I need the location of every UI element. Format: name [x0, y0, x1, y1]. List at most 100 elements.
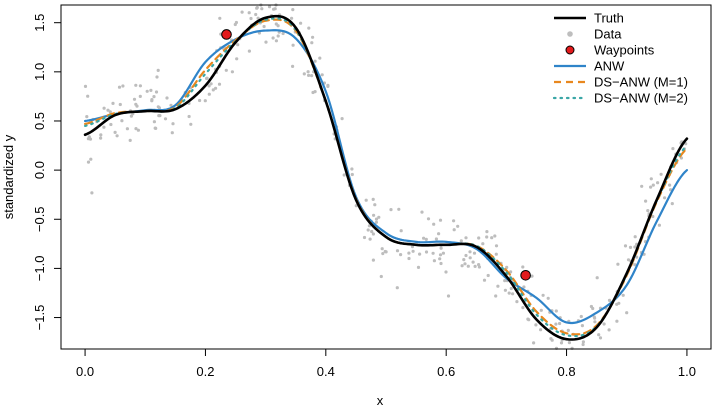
series-line-0	[83, 14, 689, 341]
data-point	[468, 256, 472, 260]
data-point	[640, 184, 644, 188]
data-point	[274, 22, 278, 26]
data-point	[86, 160, 91, 164]
data-point	[254, 12, 258, 17]
x-tick-label: 0.6	[437, 364, 455, 379]
data-point	[510, 292, 515, 296]
data-point	[307, 73, 311, 77]
data-point	[291, 64, 295, 68]
data-point	[462, 258, 466, 262]
data-point	[485, 230, 489, 234]
data-point	[207, 92, 211, 96]
legend-swatch	[565, 45, 575, 55]
data-point	[313, 59, 317, 63]
data-point	[503, 279, 507, 283]
y-tick-label: 0.5	[32, 112, 47, 130]
data-point	[597, 333, 601, 337]
y-axis-label: standardized y	[1, 134, 16, 219]
data-point	[617, 301, 621, 305]
data-point	[570, 346, 574, 350]
data-point	[441, 251, 445, 255]
data-point	[203, 99, 207, 103]
legend-label: DS−ANW (M=1)	[594, 75, 688, 90]
data-point	[276, 34, 280, 38]
data-point	[272, 7, 276, 11]
data-point	[371, 258, 375, 262]
y-tick-label: −1.5	[32, 305, 47, 331]
data-point	[149, 88, 153, 92]
data-point	[420, 210, 424, 214]
data-point	[209, 82, 213, 86]
data-point	[311, 35, 315, 39]
data-point	[99, 133, 103, 137]
data-point	[559, 341, 564, 345]
data-point	[437, 232, 441, 236]
data-point	[532, 341, 536, 345]
data-point	[397, 207, 401, 211]
data-point	[651, 214, 655, 219]
x-tick-label: 0.2	[196, 364, 214, 379]
data-point	[340, 117, 344, 121]
data-point	[134, 102, 138, 106]
data-point	[416, 265, 421, 269]
data-point	[657, 223, 662, 227]
legend-label: ANW	[594, 59, 625, 74]
data-point	[125, 127, 129, 131]
data-point	[460, 264, 464, 268]
data-point	[302, 72, 306, 76]
x-tick-label: 0.0	[76, 364, 94, 379]
data-point	[299, 21, 303, 25]
data-point	[281, 31, 285, 36]
data-point	[615, 319, 619, 323]
data-point	[418, 252, 422, 256]
data-point	[291, 43, 295, 47]
data-point	[310, 74, 314, 78]
data-point	[633, 245, 637, 249]
data-point	[463, 262, 467, 266]
data-point	[471, 260, 475, 264]
data-point	[526, 317, 530, 321]
data-point	[530, 274, 534, 278]
data-point	[171, 122, 175, 126]
y-tick-label: 1.5	[32, 14, 47, 32]
data-point	[432, 259, 436, 263]
data-point	[389, 208, 393, 212]
data-point	[350, 172, 354, 177]
data-point	[136, 128, 140, 132]
data-point	[189, 122, 193, 126]
data-point	[117, 85, 122, 89]
data-point	[224, 68, 228, 72]
x-tick-label: 0.8	[558, 364, 576, 379]
data-point	[633, 263, 637, 267]
data-point	[625, 311, 629, 315]
data-point	[452, 228, 456, 232]
y-tick-label: 0.0	[32, 161, 47, 179]
data-point	[120, 119, 124, 123]
data-point	[670, 202, 674, 206]
data-point	[554, 346, 559, 350]
data-point	[380, 247, 384, 251]
data-point	[311, 90, 315, 95]
data-point	[598, 336, 603, 340]
data-point	[240, 10, 244, 14]
data-point	[90, 191, 94, 195]
data-point	[481, 242, 485, 246]
data-point	[521, 265, 525, 269]
data-point	[262, 24, 266, 29]
data-point	[371, 197, 375, 201]
data-point	[264, 40, 268, 44]
data-point	[554, 309, 558, 313]
data-point	[493, 234, 497, 238]
data-point	[477, 265, 481, 269]
legend-label: Data	[594, 27, 622, 42]
data-point	[539, 308, 543, 312]
data-point	[85, 115, 89, 119]
data-point	[477, 263, 481, 267]
data-point	[635, 255, 639, 259]
data-point	[230, 70, 234, 74]
data-point	[350, 167, 354, 171]
legend-swatch	[567, 31, 573, 37]
data-points	[83, 3, 688, 350]
data-point	[592, 315, 596, 319]
